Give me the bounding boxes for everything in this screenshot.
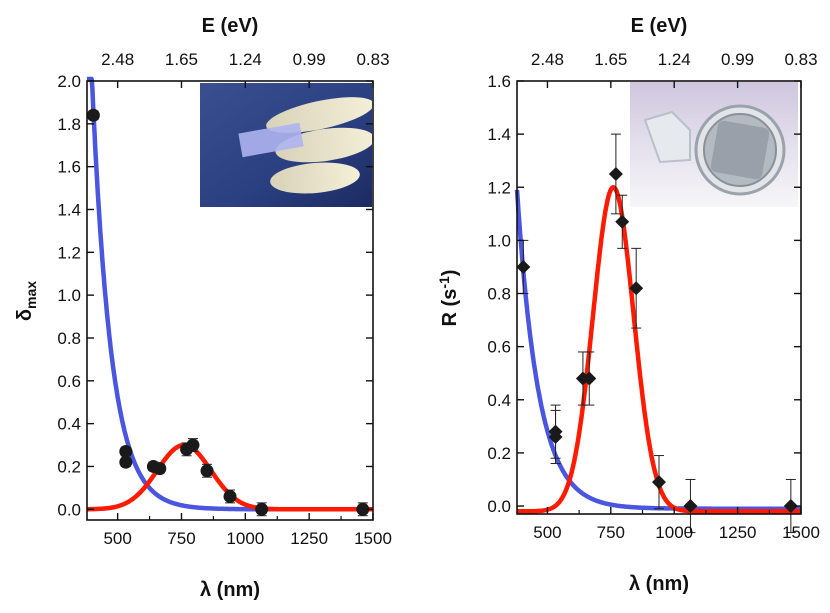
left-data-point [119, 455, 133, 469]
right-data-point [783, 499, 798, 514]
left-y-tick-label: 2.0 [57, 72, 81, 91]
right-y-tick-label: 0.6 [487, 338, 511, 357]
right-x-axis-title: λ (nm) [629, 573, 689, 595]
right-top-tick-label: 0.83 [784, 50, 817, 69]
left-y-axis-title: δmax [14, 281, 39, 321]
right-x-tick-label: 750 [597, 523, 625, 542]
left-top-tick-label: 0.99 [293, 50, 326, 69]
left-y-tick-label: 0.2 [57, 457, 81, 476]
right-data-points [516, 133, 798, 534]
right-data-point [608, 166, 623, 181]
left-y-tick-label: 0.8 [57, 329, 81, 348]
left-x-tick-label: 500 [103, 529, 131, 548]
right-y-tick-label: 0.4 [487, 391, 511, 410]
right-data-point [683, 499, 698, 514]
right-plot-frame [516, 80, 802, 515]
left-data-point [356, 502, 370, 516]
left-y-tick-label: 0.0 [57, 500, 81, 519]
left-x-axis-title: λ (nm) [200, 579, 260, 601]
left-data-point [255, 502, 269, 516]
left-y-tick-label: 1.2 [57, 243, 81, 262]
left-data-points [86, 108, 370, 517]
right-data-point [629, 281, 644, 296]
right-y-tick-label: 0.2 [487, 444, 511, 463]
right-y-axis-title: R (s-1) [436, 270, 461, 327]
right-panel: 500 750 1000 1250 1500 0.0 0.2 0.4 0.6 0.8 1.0 1.2 1… [436, 15, 820, 595]
right-y-tick-label: 1.2 [487, 178, 511, 197]
left-y-tick-label: 1.4 [57, 200, 81, 219]
left-y-tick-label: 1.0 [57, 286, 81, 305]
left-data-point [86, 108, 100, 122]
right-data-point [582, 371, 597, 386]
right-x-tick-label: 1250 [719, 523, 757, 542]
right-y-tick-label: 0.8 [487, 285, 511, 304]
right-data-point [548, 429, 563, 444]
right-data-point [516, 259, 531, 274]
right-y-tick-label: 1.0 [487, 231, 511, 250]
left-y-tick-label: 1.6 [57, 158, 81, 177]
left-y-tick-label: 0.4 [57, 415, 81, 434]
right-data-point [615, 214, 630, 229]
right-inset-photo [630, 82, 798, 207]
left-y-tick-label: 1.8 [57, 115, 81, 134]
right-y-tick-label: 1.6 [487, 72, 511, 91]
left-axes: 500 750 1000 1250 1500 0.0 0.2 0.4 0.6 0.8 1.0 1.2 1… [57, 50, 392, 548]
left-x-tick-label: 1000 [226, 529, 264, 548]
right-x-tick-label: 1500 [782, 523, 820, 542]
left-inset-photo [200, 83, 375, 207]
right-top-axis-title: E (eV) [631, 15, 688, 37]
left-x-tick-label: 750 [167, 529, 195, 548]
left-top-tick-label: 0.83 [356, 50, 389, 69]
left-data-point [223, 489, 237, 503]
left-data-point [186, 438, 200, 452]
left-plot-frame [86, 80, 374, 521]
right-x-tick-label: 500 [533, 523, 561, 542]
right-y-tick-label: 1.4 [487, 125, 511, 144]
right-top-tick-label: 0.99 [721, 50, 754, 69]
right-top-tick-label: 1.24 [658, 50, 691, 69]
right-top-tick-label: 1.65 [594, 50, 627, 69]
right-axes: 500 750 1000 1250 1500 0.0 0.2 0.4 0.6 0.8 1.0 1.2 1… [487, 50, 820, 542]
left-top-tick-label: 2.48 [101, 50, 134, 69]
right-top-tick-label: 2.48 [531, 50, 564, 69]
left-y-tick-label: 0.6 [57, 372, 81, 391]
left-top-axis-title: E (eV) [202, 15, 259, 37]
left-top-tick-label: 1.65 [165, 50, 198, 69]
left-data-point [153, 462, 167, 476]
left-panel: 500 750 1000 1250 1500 0.0 0.2 0.4 0.6 0.8 1.0 1.2 1… [14, 15, 392, 601]
left-top-tick-label: 1.24 [229, 50, 262, 69]
right-y-tick-label: 0.0 [487, 497, 511, 516]
right-x-tick-label: 1000 [655, 523, 693, 542]
left-data-point [119, 444, 133, 458]
left-x-tick-label: 1500 [354, 529, 392, 548]
left-x-tick-label: 1250 [290, 529, 328, 548]
right-data-point [652, 475, 666, 490]
left-data-point [200, 464, 214, 478]
